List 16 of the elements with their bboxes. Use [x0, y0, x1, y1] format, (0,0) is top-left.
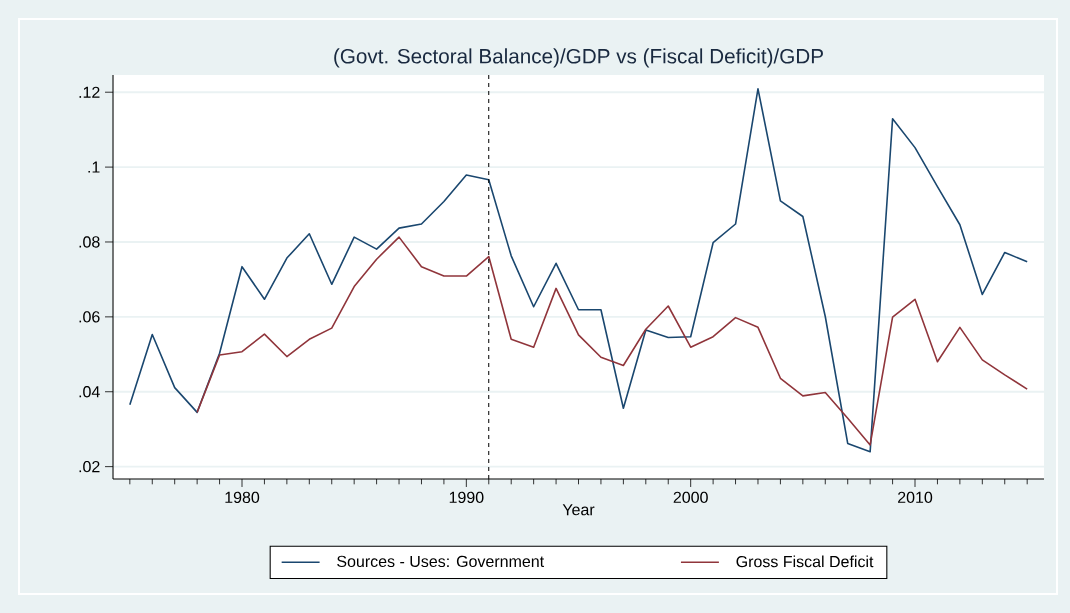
y-tick-label: .1: [88, 161, 100, 173]
x-tick-label: 1990: [449, 491, 484, 504]
chart-title: (Govt. Sectoral Balance)/GDP vs (Fiscal Deficit)/GDP: [334, 48, 823, 68]
y-tick-label: .04: [79, 386, 100, 398]
x-axis-title: Year: [562, 504, 595, 516]
y-tick-label: .12: [79, 86, 100, 98]
x-tick-label: 1980: [225, 491, 260, 504]
x-tick-label: 2000: [673, 491, 708, 504]
legend-label: Sources - Uses: Government: [337, 555, 545, 568]
y-tick-label: .06: [79, 311, 100, 323]
line-series: [196, 236, 1028, 446]
y-tick-label: .08: [79, 236, 100, 248]
x-tick-label: 2010: [898, 491, 933, 504]
line-series: [129, 88, 1028, 453]
y-tick-label: .02: [79, 460, 100, 473]
legend-label: Gross Fiscal Deficit: [736, 555, 874, 568]
